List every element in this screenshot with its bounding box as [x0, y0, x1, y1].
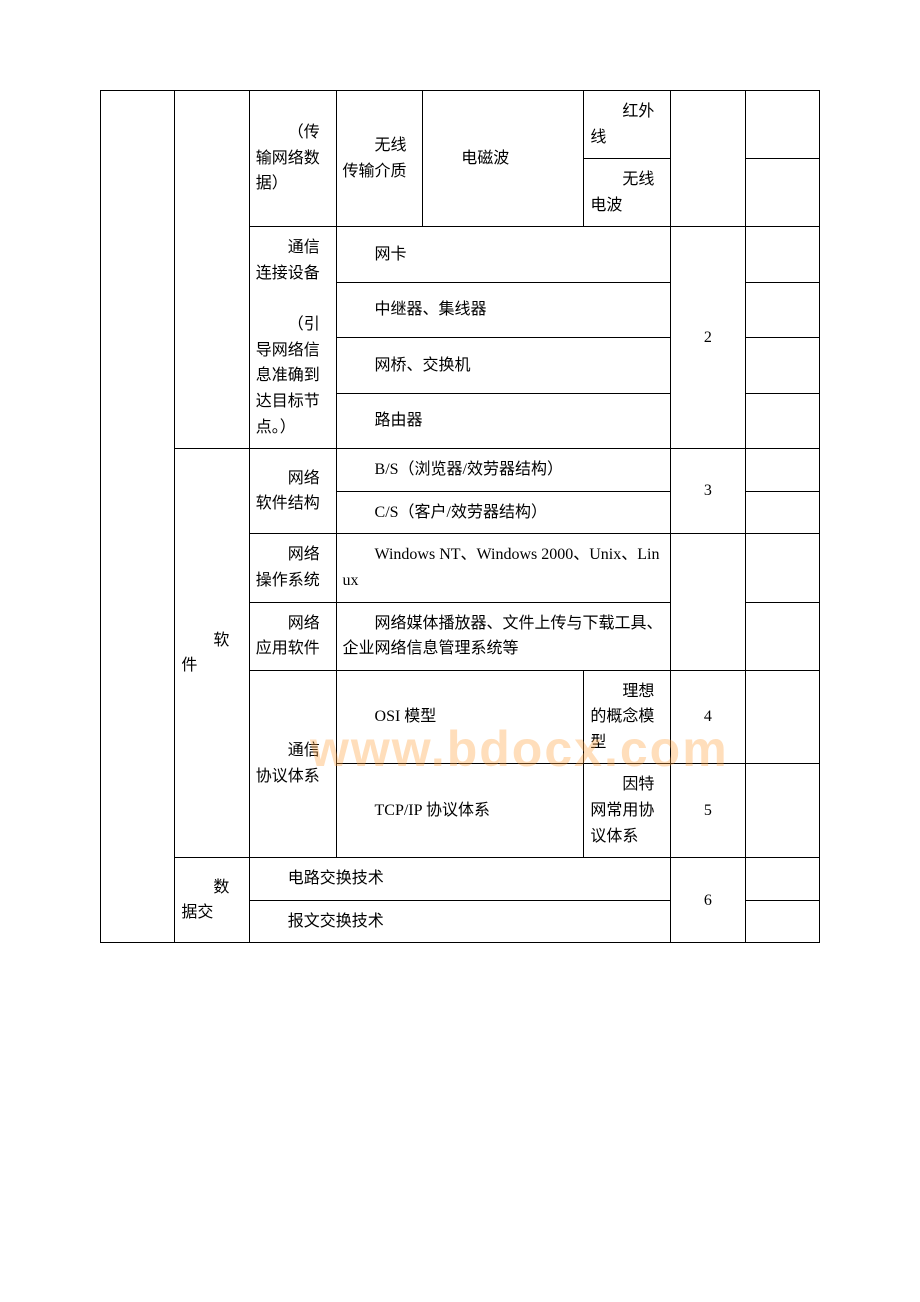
- cell-router: 路由器: [336, 393, 671, 448]
- cell-col2-hw: [175, 91, 249, 449]
- cell-bridge-switch: 网桥、交换机: [336, 338, 671, 393]
- cell-transport: （传输网络数据）: [249, 91, 336, 227]
- cell-os-list: Windows NT、Windows 2000、Unix、Linux: [336, 534, 671, 602]
- cell-h-12: [745, 764, 819, 858]
- cell-repeater-hub: 中继器、集线器: [336, 282, 671, 337]
- cell-h-13: [745, 858, 819, 901]
- cell-software: 软件: [175, 449, 249, 858]
- cell-infrared: 红外线: [584, 91, 671, 159]
- cell-tcpip: TCP/IP 协议体系: [336, 764, 584, 858]
- cell-sw-struct: 网络软件结构: [249, 449, 336, 534]
- table-row: （传输网络数据） 无线传输介质 电磁波 红外线: [101, 91, 820, 159]
- cell-col1: [101, 91, 175, 943]
- cell-h-4: [745, 282, 819, 337]
- cell-h-3: [745, 227, 819, 282]
- cell-cs: C/S（客户/效劳器结构）: [336, 491, 671, 534]
- cell-h-7: [745, 449, 819, 492]
- cell-net-os: 网络操作系统: [249, 534, 336, 602]
- cell-net-app: 网络应用软件: [249, 602, 336, 670]
- cell-h-14: [745, 900, 819, 943]
- cell-num-6: 6: [671, 858, 745, 943]
- table-row: 数据交 电路交换技术 6: [101, 858, 820, 901]
- cell-nic: 网卡: [336, 227, 671, 282]
- table-row: 软件 网络软件结构 B/S（浏览器/效劳器结构） 3: [101, 449, 820, 492]
- cell-protocol: 通信协议体系: [249, 670, 336, 858]
- cell-app-list: 网络媒体播放器、文件上传与下载工具、企业网络信息管理系统等: [336, 602, 671, 670]
- cell-h-8: [745, 491, 819, 534]
- cell-h-2: [745, 159, 819, 227]
- cell-radiowave: 无线电波: [584, 159, 671, 227]
- cell-g-9: [671, 534, 745, 670]
- cell-num-3: 3: [671, 449, 745, 534]
- cell-h-1: [745, 91, 819, 159]
- cell-h-6: [745, 393, 819, 448]
- cell-h-11: [745, 670, 819, 764]
- cell-h-10: [745, 602, 819, 670]
- cell-osi-desc: 理想的概念模型: [584, 670, 671, 764]
- table-container: www.bdocx.com （传输网络数据） 无线传输介质 电磁波 红外线 无线…: [100, 90, 820, 943]
- cell-osi: OSI 模型: [336, 670, 584, 764]
- cell-message: 报文交换技术: [249, 900, 670, 943]
- cell-circuit: 电路交换技术: [249, 858, 670, 901]
- cell-num-2: 2: [671, 227, 745, 449]
- cell-bs: B/S（浏览器/效劳器结构）: [336, 449, 671, 492]
- cell-h-5: [745, 338, 819, 393]
- cell-data-switch: 数据交: [175, 858, 249, 943]
- cell-wireless-medium: 无线传输介质: [336, 91, 423, 227]
- cell-tcpip-desc: 因特网常用协议体系: [584, 764, 671, 858]
- cell-num-4: 4: [671, 670, 745, 764]
- cell-conn-device: 通信连接设备 （引导网络信息准确到达目标节点。）: [249, 227, 336, 449]
- outline-table: （传输网络数据） 无线传输介质 电磁波 红外线 无线电波 通信连接设备 （引导网…: [100, 90, 820, 943]
- cell-emwave: 电磁波: [423, 91, 584, 227]
- cell-h-9: [745, 534, 819, 602]
- cell-g-1: [671, 91, 745, 227]
- cell-num-5: 5: [671, 764, 745, 858]
